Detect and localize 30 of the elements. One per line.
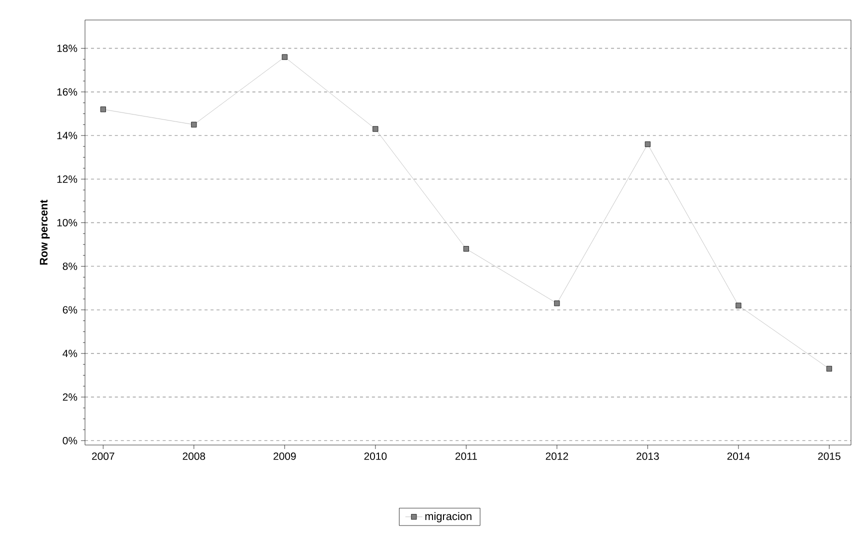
point [100,106,106,112]
y-tick-label: 4% [62,350,78,358]
y-tick-label: 0% [62,436,78,444]
y-tick-label: 14% [57,132,78,140]
x-tick-label: 2015 [818,452,840,460]
x-tick-label: 2014 [727,452,750,460]
x-tick-label: 2011 [455,452,477,460]
x-tick-label: 2010 [364,452,387,460]
y-tick-label: 16% [57,88,78,96]
y-tick-label: 10% [57,218,78,226]
y-tick-label: 2% [62,393,78,401]
legend-label: migracion [425,512,472,522]
y-tick-label: 6% [62,306,78,314]
y-tick-label: 12% [57,175,78,183]
x-tick-label: 2009 [274,452,296,460]
x-tick-label: 2008 [182,452,206,460]
point [826,366,832,372]
point [191,122,197,128]
point [372,126,378,132]
point [282,54,288,60]
point [554,300,560,306]
point [463,246,469,252]
y-tick-label: 18% [57,44,78,52]
point [644,141,650,148]
x-tick-label: 2013 [636,452,659,460]
x-tick-label: 2007 [92,452,114,460]
y-tick-label: 8% [62,262,78,270]
y-axis-title: Row percent [40,200,50,265]
x-tick-label: 2012 [546,452,568,460]
point [736,302,742,308]
